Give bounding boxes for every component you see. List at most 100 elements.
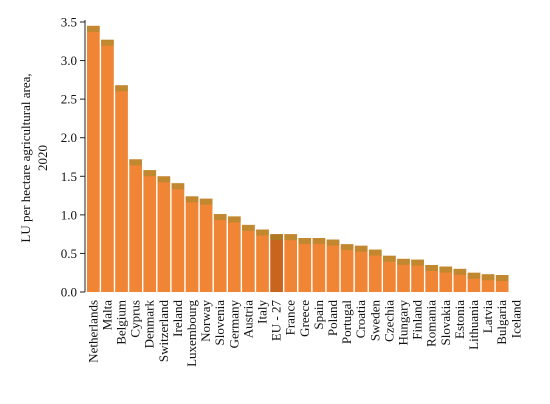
bar-finland (411, 259, 424, 292)
bar-germany (227, 216, 241, 292)
x-tick-label: Ireland (170, 300, 185, 337)
x-tick-label: Finland (410, 300, 425, 340)
bar-cap (270, 234, 283, 241)
bar-spain (312, 238, 326, 292)
bar-cap (495, 275, 509, 282)
bar-slovakia (439, 266, 453, 292)
bar-cap (199, 198, 213, 205)
x-tick-label: Switzerland (156, 300, 171, 363)
bar-cap (383, 255, 396, 262)
x-tick-label: Estonia (452, 300, 467, 339)
bar-cap (242, 224, 255, 231)
bar-cap (368, 249, 382, 256)
bar-malta (101, 39, 114, 292)
bar-slovenia (213, 214, 227, 292)
x-tick-label: Italy (255, 300, 270, 324)
y-tick-label: 1.5 (61, 169, 77, 184)
bar-cap (467, 272, 481, 279)
bars-group (87, 25, 509, 293)
bar-greece (298, 238, 312, 292)
x-tick-label: Romania (424, 300, 439, 347)
bar-cap (213, 214, 227, 221)
bar-cap (439, 266, 453, 273)
bar-denmark (143, 170, 157, 292)
bar-norway (199, 198, 213, 292)
bar-czechia (383, 255, 396, 292)
bar-cap (143, 170, 157, 177)
bar-cap (326, 239, 340, 246)
bar-cap (354, 245, 368, 252)
x-tick-label: Germany (226, 300, 241, 349)
bar-cap (453, 268, 467, 275)
y-tick-label: 1.0 (61, 207, 77, 222)
bar-switzerland (157, 176, 171, 292)
x-tick-label: France (283, 300, 298, 336)
x-tick-label: Hungary (395, 300, 410, 346)
bar-france (284, 234, 298, 292)
bar-portugal (340, 244, 354, 292)
y-tick-label: 2.0 (61, 130, 77, 145)
bar-hungary (397, 258, 410, 292)
bar-cyprus (129, 159, 142, 292)
bar-cap (185, 196, 199, 203)
x-axis-labels: Netherlands Malta Belgium Cyprus Denmark Swit… (85, 300, 523, 367)
bar-cap (411, 259, 424, 266)
x-tick-label: Portugal (339, 300, 354, 344)
y-axis-title: LU per hectare agricultural area, 2020 (18, 73, 50, 242)
x-tick-label: Luxembourg (184, 300, 199, 367)
x-tick-label: Austria (240, 300, 255, 339)
x-tick-label: Sweden (367, 300, 382, 342)
bar-cap (312, 238, 326, 244)
bar-cap (397, 258, 410, 265)
y-tick-label: 0.0 (61, 285, 77, 300)
x-tick-label: Iceland (508, 300, 523, 339)
bar-ireland (171, 183, 185, 292)
x-tick-label: Cyprus (128, 300, 143, 338)
x-tick-label: Lithuania (466, 300, 481, 350)
y-tick-label: 0.5 (61, 246, 77, 261)
x-tick-label: Malta (99, 300, 114, 331)
bar-cap (157, 176, 171, 183)
bar-cap (284, 234, 298, 241)
x-tick-label: Netherlands (85, 300, 100, 363)
x-tick-label: Latvia (480, 300, 495, 333)
bar-croatia (354, 245, 368, 292)
y-axis-title-line1: LU per hectare agricultural area, (18, 73, 33, 242)
x-tick-label: Croatia (353, 300, 368, 338)
bar-luxembourg (185, 196, 199, 292)
x-tick-label: Denmark (142, 300, 157, 349)
y-tick-label: 2.5 (61, 92, 77, 107)
bar-italy (256, 229, 269, 292)
x-tick-label: Slovenia (212, 300, 227, 346)
bar-sweden (368, 249, 382, 292)
x-tick-label: Belgium (114, 300, 129, 345)
y-tick-label: 3.5 (61, 15, 77, 30)
bar-belgium (115, 85, 128, 292)
bar-cap (256, 229, 269, 236)
bar-cap (87, 25, 100, 32)
bar-netherlands (87, 25, 100, 293)
x-tick-label: Poland (325, 300, 340, 337)
bar-cap (298, 238, 312, 244)
x-tick-label: Slovakia (438, 300, 453, 346)
y-axis-ticks: 0.0 0.5 1.0 1.5 2.0 2.5 3.0 3.5 (61, 15, 85, 300)
bar-cap (115, 85, 128, 92)
bar-cap (481, 274, 495, 281)
bar-poland (326, 239, 340, 292)
bar-cap (129, 159, 142, 166)
y-axis-title-line2: 2020 (35, 145, 50, 171)
bar-austria (242, 224, 255, 292)
bar-cap (425, 265, 439, 271)
bar-romania (425, 265, 439, 292)
y-tick-label: 3.0 (61, 53, 77, 68)
x-tick-label: Greece (297, 300, 312, 337)
x-tick-label: Bulgaria (494, 300, 509, 345)
bar-cap (171, 183, 185, 190)
x-tick-label: EU - 27 (269, 300, 284, 342)
bar-cap (227, 216, 241, 223)
x-tick-label: Czechia (381, 300, 396, 342)
x-tick-label: Norway (198, 300, 213, 342)
bar-eu-27 (270, 234, 283, 292)
